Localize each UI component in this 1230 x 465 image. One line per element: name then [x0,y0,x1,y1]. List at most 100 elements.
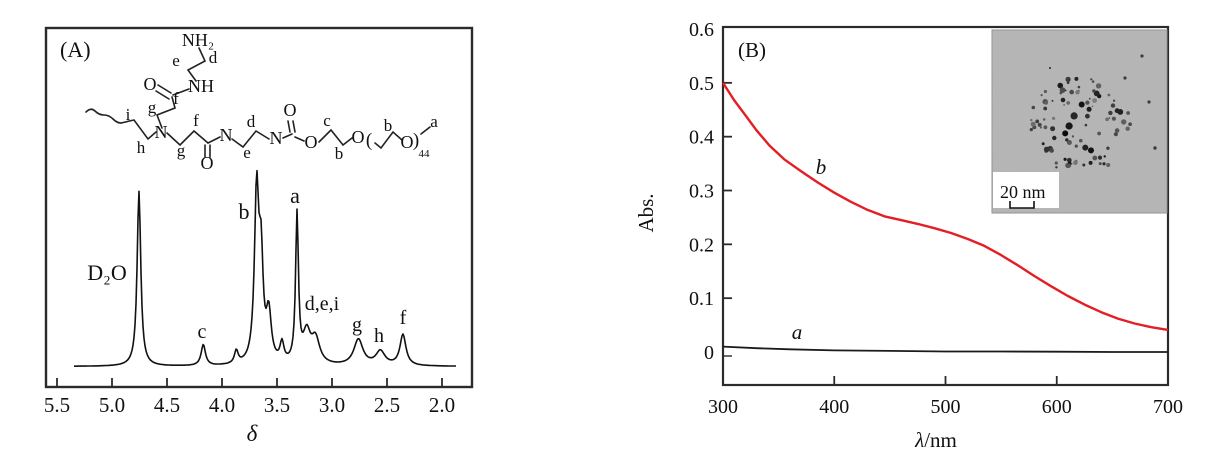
tem-particle [1108,110,1113,116]
tem-particle [1074,144,1078,148]
tem-particle [1071,135,1074,138]
structure-label-44: 44 [419,148,431,160]
tem-particle [1097,131,1101,136]
tem-particle [1078,101,1085,108]
tem-particle [1123,76,1127,80]
uv-x-tick-label: 700 [1153,396,1183,418]
tem-particle [1153,146,1157,150]
tem-particle [1106,163,1111,167]
tem-particle [1107,93,1111,97]
uv-x-tick-label: 400 [819,396,849,418]
tem-particle [1092,98,1097,103]
structure-label-g: g [177,141,186,160]
tem-particle [1147,100,1151,104]
tem-scalebar-box [993,172,1059,208]
tem-particle [1073,160,1078,165]
uv-curve-a [722,345,1168,353]
tem-particle [1098,162,1102,166]
tem-particle [1041,142,1045,146]
uv-y-tick-label: 0.2 [689,234,714,256]
tem-particle [1086,106,1092,112]
tem-particle [1128,122,1132,126]
structure-label-N: N [155,122,168,142]
tem-particle [1065,76,1071,82]
uv-curve-b [721,82,1169,332]
tem-particle [1140,54,1144,58]
nmr-peak-labels: D₂O c b a d,e,i g hf [87,183,406,347]
peak-label-D₂O: D₂O [87,260,126,285]
tem-particle [1092,89,1096,93]
tem-scalebar-bracket [1009,201,1035,209]
tem-particle [1088,147,1094,154]
tem-particle [1040,94,1043,97]
uv-y-tick-label: 0.5 [689,73,714,95]
structure-label-g: g [148,98,157,117]
tem-particle [1043,125,1048,130]
peak-label-h: h [374,325,384,347]
tem-particle [1043,146,1050,153]
tem-particle [1126,111,1130,115]
tem-particle [1051,99,1054,102]
uv-axes: 0 0.1 0.2 0.3 0.4 0.5 0.6 300 400 500 600 700 [689,19,1183,418]
tem-particle [1030,121,1036,127]
tem-particle [1066,157,1072,163]
tem-particle [1059,87,1066,93]
nmr-tick-label: 3.5 [264,393,290,417]
tem-particle [1082,144,1089,151]
tem-particle [1085,100,1090,105]
nmr-spectrum-curve [74,169,457,367]
tem-particle [1090,78,1093,81]
tem-particle [1052,116,1056,120]
tem-particle [1089,97,1091,100]
tem-scalebar-label: 20 nm [1000,182,1046,202]
uv-y-tick-label: 0.3 [689,181,714,203]
nmr-xlabel: δ [247,421,258,446]
tem-particle [1065,122,1073,130]
structure-label-f: f [173,89,179,108]
panel-a-label: (A) [60,37,91,62]
uv-x-tick-label: 300 [708,396,738,418]
tem-particle [1069,89,1074,95]
uv-y-tick-label: 0.1 [689,288,714,310]
uv-y-tick-label: 0 [704,342,714,364]
tem-particle [1114,108,1120,114]
structure-label-): ) [413,130,419,151]
tem-particle [1044,101,1048,105]
structure-label-O: O [305,132,318,152]
structure-label-d: d [209,48,218,67]
structure-label-h: h [137,138,146,157]
structure-bonds [85,47,431,158]
tem-particle [1075,90,1080,95]
tem-particle [1112,99,1116,102]
nmr-tick-label: 4.0 [209,393,235,417]
structure-label-c: c [323,111,331,130]
tem-particle [1106,146,1110,150]
tem-particle [1095,83,1102,89]
tem-particle [1097,155,1103,160]
structure-label-e: e [172,51,180,70]
tem-particle [1052,135,1057,141]
tem-particle [1079,138,1083,143]
uv-curve-labels: ab [792,155,827,344]
tem-particle [1050,126,1056,132]
polymer-squiggle [85,108,122,124]
structure-label-e: e [243,143,251,162]
tem-particle [1111,116,1116,121]
panel-a-frame [44,26,474,389]
structure-label-O: O [144,74,157,94]
tem-particle [1063,157,1067,161]
tem-particle [1060,97,1066,103]
tem-particle [1066,163,1072,168]
uv-y-tick-label: 0.4 [689,127,714,149]
nmr-x-axis: 5.5 5.0 4.5 4.0 3.5 3.0 2.5 2.0 [44,378,455,417]
tem-particle [1062,130,1069,137]
curve-label-a: a [792,320,803,344]
tem-particle [1066,101,1070,105]
curve-label-b: b [816,155,827,179]
structure-label-a: a [430,112,438,131]
nmr-tick-label: 3.0 [319,393,345,417]
tem-particle [1091,80,1095,83]
tem-particle [1064,89,1067,92]
tem-particle [1037,122,1042,127]
